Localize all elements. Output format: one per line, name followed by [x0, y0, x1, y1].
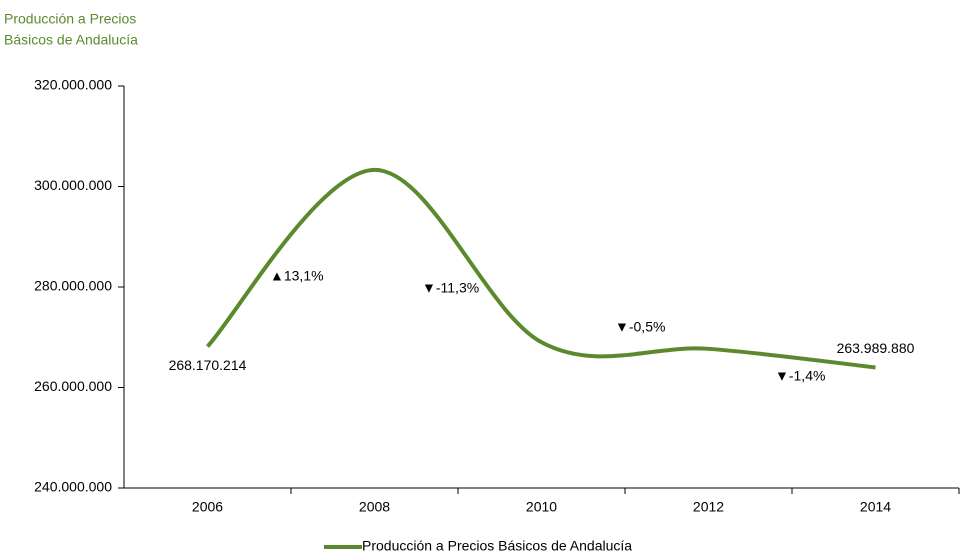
- annotation: ▼-1,4%: [775, 368, 825, 384]
- y-tick-label: 280.000.000: [34, 278, 112, 294]
- annotation: ▲13,1%: [270, 268, 324, 284]
- x-tick-label: 2012: [693, 499, 724, 515]
- line: [206, 167, 876, 370]
- data-label: 268.170.214: [169, 357, 247, 373]
- legend-label: Producción a Precios Básicos de Andalucí…: [362, 538, 632, 554]
- annotation: ▼-0,5%: [615, 319, 665, 335]
- y-tick-label: 240.000.000: [34, 479, 112, 495]
- chart-title: Básicos de Andalucía: [4, 32, 138, 48]
- x-tick-label: 2006: [192, 499, 223, 515]
- annotation: ▼-11,3%: [422, 280, 479, 296]
- y-tick-label: 260.000.000: [34, 378, 112, 394]
- y-tick-label: 300.000.000: [34, 177, 112, 193]
- x-tick-label: 2010: [526, 499, 557, 515]
- x-tick-label: 2008: [359, 499, 390, 515]
- y-tick-label: 320.000.000: [34, 77, 112, 93]
- data-label: 263.989.880: [837, 340, 915, 356]
- chart-title: Producción a Precios: [4, 11, 136, 27]
- x-tick-label: 2014: [860, 499, 891, 515]
